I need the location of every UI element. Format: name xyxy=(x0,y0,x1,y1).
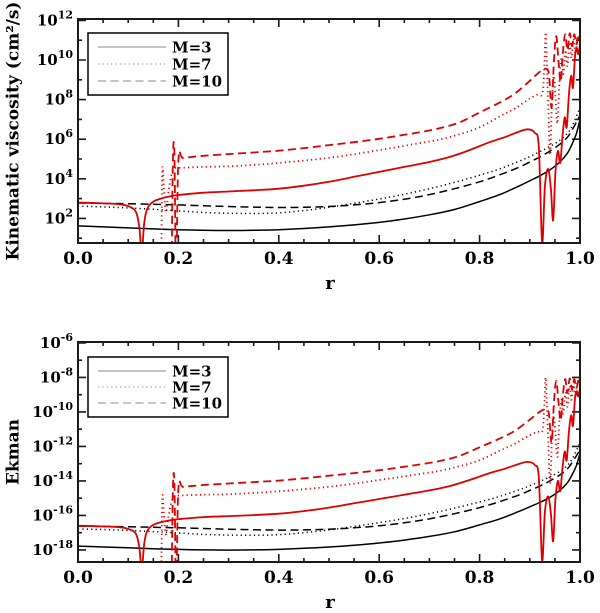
top-tick-labels: 102 104 106 108 1010 1012 0.0 0.2 0.4 0.6 0.8 1.0 xyxy=(37,8,595,269)
top-curve-red-M10 xyxy=(170,32,580,243)
bottom-legend-label: M=10 xyxy=(172,395,222,413)
y-axis-title-top: Kinematic viscosity (cm²/s) xyxy=(3,1,24,261)
top-legend-label: M=7 xyxy=(172,56,212,74)
top-y-tick-label: 106 xyxy=(44,127,73,148)
top-curve-black-M7 xyxy=(78,107,580,215)
bottom-y-tick-label: 10-16 xyxy=(32,503,73,524)
bottom-y-tick-label: 10-10 xyxy=(32,400,73,421)
bottom-x-tick-label: 0.6 xyxy=(364,568,394,588)
top-x-tick-label: 0.0 xyxy=(63,249,93,269)
bottom-y-tick-label: 10-18 xyxy=(32,538,73,559)
top-x-tick-label: 0.8 xyxy=(465,249,495,269)
top-x-tick-label: 0.2 xyxy=(164,249,194,269)
bottom-legend-label: M=7 xyxy=(172,379,212,397)
top-x-tick-label: 0.6 xyxy=(364,249,394,269)
top-curve-black-M10 xyxy=(78,115,580,209)
bottom-y-tick-label: 10-6 xyxy=(40,331,73,352)
top-y-tick-label: 1010 xyxy=(37,48,74,69)
bottom-curve-black-M10 xyxy=(78,449,580,531)
top-legend-label: M=3 xyxy=(172,39,212,57)
bottom-x-tick-label: 0.8 xyxy=(465,568,495,588)
top-x-tick-label: 1.0 xyxy=(565,249,595,269)
bottom-y-tick-label: 10-14 xyxy=(32,469,73,490)
bottom-curve-red-M3 xyxy=(78,388,580,562)
bottom-frame xyxy=(77,341,581,563)
top-y-tick-label: 102 xyxy=(44,206,73,227)
top-y-tick-label: 1012 xyxy=(37,8,73,29)
panel-top: 102 104 106 108 1010 1012 0.0 0.2 0.4 0.6 0.8 1.0 M=… xyxy=(37,8,595,269)
bottom-y-tick-label: 10-12 xyxy=(32,434,73,455)
top-legend: M=3M=7M=10 xyxy=(87,32,229,96)
bottom-x-tick-label: 0.0 xyxy=(63,568,93,588)
bottom-legend-label: M=3 xyxy=(172,363,212,381)
panel-bottom: 10-18 10-16 10-14 10-12 10-10 10-8 10-6 0.0 0.2 0… xyxy=(32,331,595,588)
bottom-x-tick-label: 0.4 xyxy=(264,568,294,588)
bottom-tick-labels: 10-18 10-16 10-14 10-12 10-10 10-8 10-6 0.0 0.2 0… xyxy=(32,331,595,588)
bottom-legend-box xyxy=(87,356,229,418)
bottom-curve-red-M10 xyxy=(170,377,580,562)
top-x-tick-label: 0.4 xyxy=(264,249,294,269)
x-axis-title-top: r xyxy=(325,273,335,294)
bottom-curves xyxy=(78,376,580,562)
y-axis-title-bottom: Ekman xyxy=(3,418,24,486)
top-y-tick-label: 108 xyxy=(44,88,73,109)
bottom-x-tick-label: 1.0 xyxy=(565,568,595,588)
top-y-tick-label: 104 xyxy=(44,167,73,188)
bottom-curve-black-M7 xyxy=(78,442,580,536)
top-curves xyxy=(78,31,580,243)
bottom-curve-black-M3 xyxy=(78,453,580,551)
top-curve-black-M3 xyxy=(78,119,580,232)
top-legend-label: M=10 xyxy=(172,73,222,91)
top-curve-red-M3 xyxy=(78,45,580,243)
bottom-x-tick-label: 0.2 xyxy=(164,568,194,588)
bottom-legend: M=3M=7M=10 xyxy=(87,356,229,418)
bottom-y-tick-label: 10-8 xyxy=(40,365,73,386)
x-axis-title-bottom: r xyxy=(325,592,335,613)
top-frame xyxy=(77,18,581,244)
